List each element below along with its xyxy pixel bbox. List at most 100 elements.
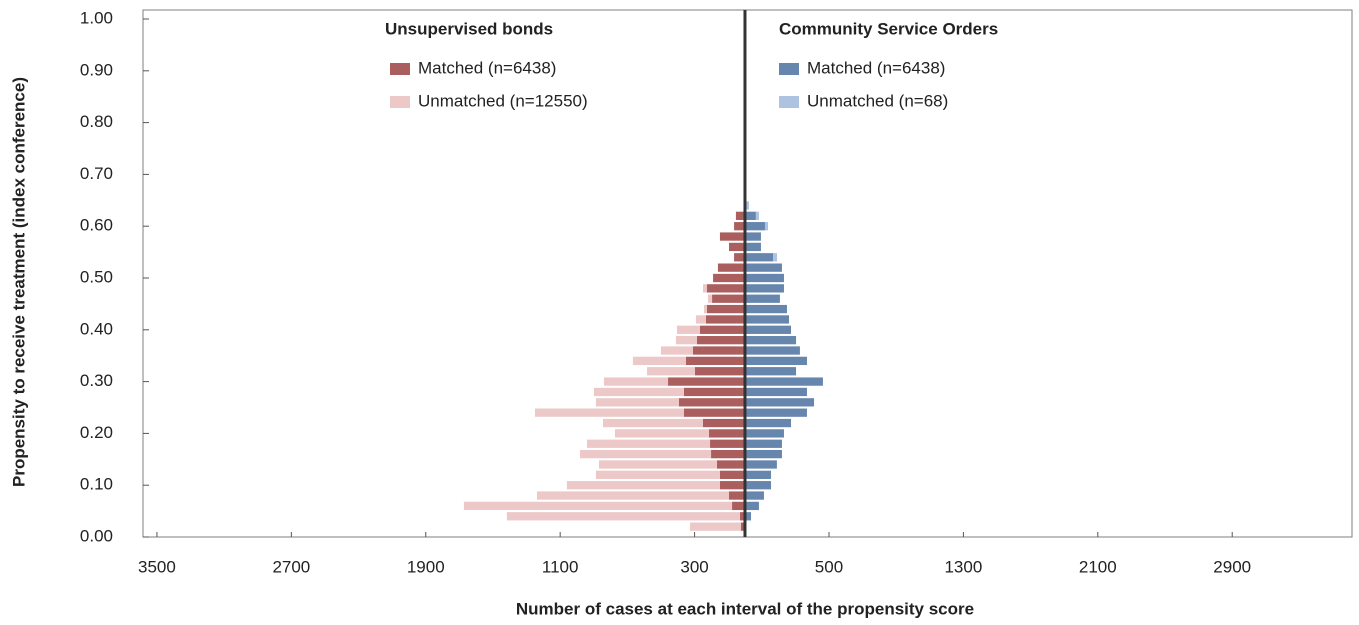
legend-label: Matched (n=6438)	[418, 58, 556, 77]
bar	[708, 294, 713, 303]
bar	[593, 387, 684, 397]
y-axis-title: Propensity to receive treatment (index c…	[9, 77, 28, 487]
bar	[744, 232, 761, 241]
bar	[744, 336, 797, 345]
bar	[744, 377, 823, 386]
bar	[744, 273, 784, 283]
bar	[702, 284, 708, 293]
bar	[744, 315, 789, 324]
bar	[734, 253, 745, 262]
bar	[632, 356, 687, 366]
bar	[739, 512, 745, 521]
bar	[744, 387, 807, 397]
legend-title: Community Service Orders	[779, 19, 998, 38]
bar	[744, 429, 784, 438]
y-tick-label: 0.60	[80, 216, 113, 235]
bar	[732, 501, 745, 511]
bar	[740, 522, 745, 531]
bar	[707, 304, 745, 314]
bar	[683, 408, 745, 417]
bar	[598, 460, 717, 469]
bar	[744, 501, 759, 511]
bar	[678, 398, 745, 407]
bar	[595, 470, 720, 479]
x-tick-label: 300	[680, 557, 708, 576]
y-tick-label: 1.00	[80, 8, 113, 27]
bar	[755, 211, 759, 220]
y-tick-label: 0.20	[80, 423, 113, 442]
y-tick-label: 0.30	[80, 371, 113, 390]
bar	[614, 429, 710, 438]
bar	[566, 481, 720, 490]
bar	[744, 470, 772, 479]
bar	[603, 418, 703, 428]
bar	[536, 491, 730, 500]
bar	[595, 398, 679, 407]
bar	[744, 304, 787, 314]
bar	[744, 449, 782, 459]
legend-label: Matched (n=6438)	[807, 58, 945, 77]
bar	[675, 336, 697, 345]
bar	[604, 377, 669, 386]
bar	[729, 491, 745, 500]
y-tick-label: 0.50	[80, 267, 113, 286]
legend-swatch	[390, 63, 410, 75]
bar	[703, 304, 708, 314]
bar	[744, 242, 761, 252]
y-tick-label: 0.70	[80, 164, 113, 183]
x-tick-label: 2900	[1213, 557, 1251, 576]
bar	[729, 242, 745, 252]
bar	[699, 325, 745, 334]
x-tick-label: 500	[815, 557, 843, 576]
bar	[690, 522, 741, 531]
x-axis-title: Number of cases at each interval of the …	[516, 599, 974, 618]
legend-swatch	[779, 96, 799, 108]
bar	[744, 439, 782, 448]
bar	[744, 201, 750, 210]
bar	[734, 222, 745, 231]
bar	[709, 429, 745, 438]
x-tick-label: 3500	[138, 557, 176, 576]
bar	[534, 408, 684, 417]
x-tick-label: 1300	[944, 557, 982, 576]
bar	[712, 294, 745, 303]
bar	[744, 346, 800, 355]
x-tick-label: 2700	[272, 557, 310, 576]
bar	[744, 398, 815, 407]
bar	[579, 449, 712, 459]
bar	[744, 356, 807, 366]
x-tick-label: 1100	[542, 557, 579, 576]
bar	[744, 367, 797, 376]
bar	[716, 460, 745, 469]
bar	[695, 315, 707, 324]
bar	[744, 481, 772, 490]
bar	[711, 449, 745, 459]
bar	[694, 367, 745, 376]
bar	[683, 387, 745, 397]
bar	[692, 346, 745, 355]
bar	[717, 263, 745, 272]
bar	[744, 418, 792, 428]
bar	[706, 315, 745, 324]
y-tick-label: 0.80	[80, 112, 113, 131]
bar	[744, 222, 765, 231]
bar	[735, 211, 745, 220]
y-tick-label: 0.10	[80, 475, 113, 494]
bar	[744, 491, 764, 500]
bar	[744, 325, 792, 334]
legend-swatch	[390, 96, 410, 108]
legend-title: Unsupervised bonds	[385, 19, 553, 38]
bar	[587, 439, 711, 448]
bar	[744, 460, 777, 469]
y-tick-label: 0.90	[80, 60, 113, 79]
bar	[660, 346, 693, 355]
y-tick-label: 0.40	[80, 319, 113, 338]
bar	[710, 439, 745, 448]
bar	[719, 470, 745, 479]
bar	[744, 263, 782, 272]
bar	[707, 284, 745, 293]
bar	[719, 481, 745, 490]
legend-swatch	[779, 63, 799, 75]
bar	[702, 418, 745, 428]
